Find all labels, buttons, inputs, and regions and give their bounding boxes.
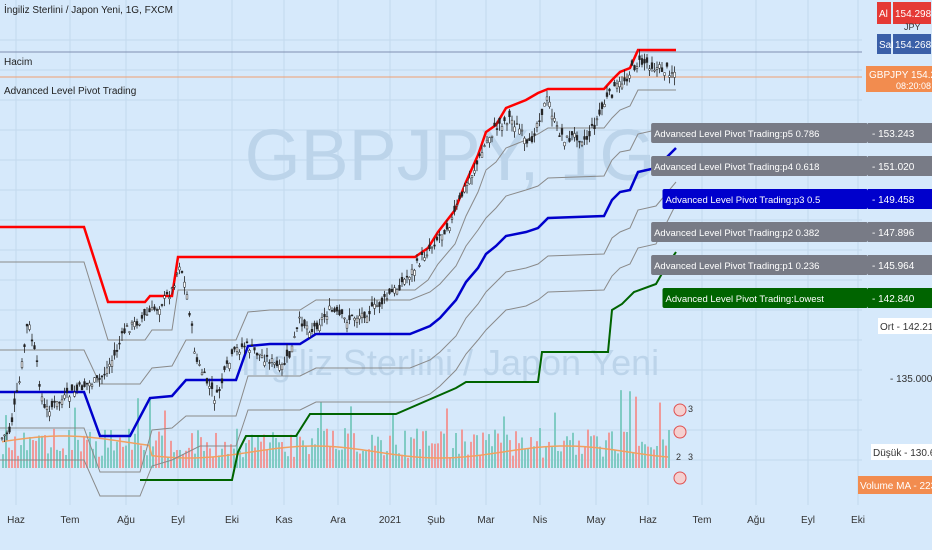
svg-text:Advanced Level Pivot Trading:p: Advanced Level Pivot Trading:p3 0.5 bbox=[666, 195, 821, 206]
volume-bars bbox=[2, 390, 670, 468]
svg-text:- 153.243: - 153.243 bbox=[872, 129, 915, 140]
x-tick-label: Kas bbox=[275, 515, 292, 526]
x-tick-label: Haz bbox=[639, 515, 657, 526]
svg-text:- 145.964: - 145.964 bbox=[872, 261, 915, 272]
svg-text:Volume MA - 223.58K: Volume MA - 223.58K bbox=[860, 481, 932, 492]
x-tick-label: 2021 bbox=[379, 515, 402, 526]
svg-text:3: 3 bbox=[688, 404, 693, 414]
svg-text:08:20:08: 08:20:08 bbox=[896, 81, 931, 91]
pivot-tag-0: Advanced Level Pivot Trading:p5 0.786 - 1… bbox=[651, 123, 932, 143]
x-tick-label: Ara bbox=[330, 515, 346, 526]
svg-text:- 147.896: - 147.896 bbox=[872, 228, 915, 239]
svg-text:154.268: 154.268 bbox=[895, 40, 932, 51]
pivot-level-p5-line bbox=[0, 89, 676, 341]
svg-text:Sat: Sat bbox=[879, 40, 894, 51]
pivot-level-p2-line bbox=[0, 181, 677, 473]
event-markers[interactable]: 3 3 2 bbox=[673, 403, 693, 485]
pivot-tag-1: Advanced Level Pivot Trading:p4 0.618 - 1… bbox=[651, 156, 932, 176]
watermark-symbol: GBPJPY, 1G bbox=[245, 116, 656, 196]
x-tick-label: Tem bbox=[61, 515, 80, 526]
svg-text:Al: Al bbox=[879, 9, 888, 20]
pivot-tag-4: Advanced Level Pivot Trading:p1 0.236 - 1… bbox=[651, 255, 932, 275]
svg-text:- 149.458: - 149.458 bbox=[872, 195, 915, 206]
pivot-lowest-line bbox=[140, 251, 677, 481]
svg-text:2: 2 bbox=[676, 452, 681, 462]
x-tick-label: Haz bbox=[7, 515, 25, 526]
svg-text:- 151.020: - 151.020 bbox=[872, 162, 915, 173]
time-axis: Haz Tem Ağu Eyl Eki Kas Ara 2021 Şub Mar Nis May Haz… bbox=[0, 505, 932, 550]
svg-text:154.298: 154.298 bbox=[895, 9, 932, 20]
pivot-highest-line bbox=[0, 48, 676, 304]
volume-ma-line bbox=[1, 435, 669, 459]
pivot-p3-line bbox=[0, 147, 677, 438]
svg-text:- 135.000: - 135.000 bbox=[890, 374, 932, 385]
svg-text:Advanced Level Pivot Trading:p: Advanced Level Pivot Trading:p4 0.618 bbox=[654, 162, 819, 173]
pivot-level-p1-line bbox=[0, 203, 677, 497]
x-tick-label: Ağu bbox=[117, 515, 135, 526]
x-tick-label: Eki bbox=[851, 515, 865, 526]
candlesticks bbox=[0, 49, 676, 443]
pivot-tag-3: Advanced Level Pivot Trading:p2 0.382 - 1… bbox=[651, 222, 932, 242]
svg-text:Advanced Level Pivot Trading:p: Advanced Level Pivot Trading:p1 0.236 bbox=[654, 261, 819, 272]
svg-text:GBPJPY 154.283: GBPJPY 154.283 bbox=[869, 70, 932, 81]
x-tick-label: Eyl bbox=[801, 515, 815, 526]
pivot-tag-5: Advanced Level Pivot Trading:Lowest - 142… bbox=[662, 288, 932, 308]
x-tick-label: May bbox=[587, 515, 606, 526]
svg-text:Ort - 142.215: Ort - 142.215 bbox=[880, 322, 932, 333]
x-tick-label: Tem bbox=[693, 515, 712, 526]
x-tick-label: Mar bbox=[477, 515, 495, 526]
svg-text:3: 3 bbox=[688, 452, 693, 462]
svg-text:Advanced Level Pivot Trading:L: Advanced Level Pivot Trading:Lowest bbox=[666, 294, 825, 305]
volume-legend[interactable]: Hacim bbox=[4, 57, 33, 68]
bid-button[interactable] bbox=[877, 34, 891, 54]
chart-title[interactable]: İngiliz Sterlini / Japon Yeni, 1G, FXCM bbox=[4, 5, 173, 16]
x-tick-label: Eyl bbox=[171, 515, 185, 526]
x-tick-label: Eki bbox=[225, 515, 239, 526]
svg-text:Düşük - 130.675: Düşük - 130.675 bbox=[873, 448, 932, 459]
last-price-tag bbox=[866, 66, 932, 92]
watermark-name: İngiliz Sterlini / Japon Yeni bbox=[241, 342, 659, 383]
svg-text:- 142.840: - 142.840 bbox=[872, 294, 915, 305]
x-tick-label: Ağu bbox=[747, 515, 765, 526]
pivot-level-p4-line bbox=[0, 125, 677, 385]
indicator-legend[interactable]: Advanced Level Pivot Trading bbox=[4, 86, 137, 97]
svg-text:Advanced Level Pivot Trading:p: Advanced Level Pivot Trading:p5 0.786 bbox=[654, 129, 819, 140]
svg-text:JPY: JPY bbox=[904, 22, 921, 32]
x-tick-label: Şub bbox=[427, 515, 445, 526]
svg-text:Advanced Level Pivot Trading:p: Advanced Level Pivot Trading:p2 0.382 bbox=[654, 228, 819, 239]
x-tick-label: Nis bbox=[533, 515, 547, 526]
pivot-tag-2: Advanced Level Pivot Trading:p3 0.5 - 149… bbox=[662, 189, 932, 209]
pivot-levels bbox=[0, 48, 677, 497]
ask-button[interactable] bbox=[877, 2, 891, 24]
